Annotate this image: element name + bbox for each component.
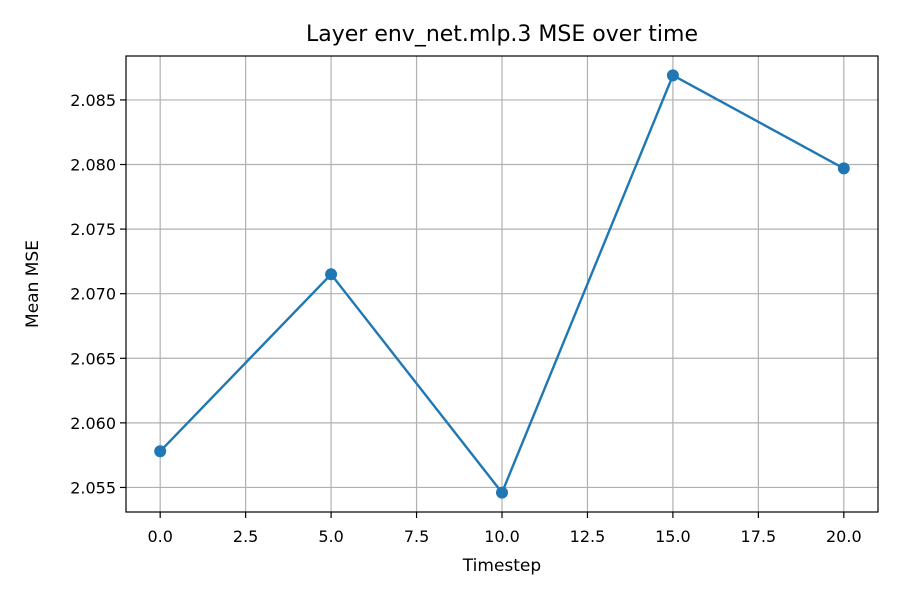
data-point xyxy=(325,268,338,281)
x-tick-label: 2.5 xyxy=(233,527,258,546)
x-tick-label: 15.0 xyxy=(655,527,691,546)
data-point xyxy=(154,445,167,458)
chart-title: Layer env_net.mlp.3 MSE over time xyxy=(306,22,698,47)
x-tick-label: 17.5 xyxy=(741,527,777,546)
x-tick-label: 7.5 xyxy=(404,527,429,546)
y-tick-label: 2.080 xyxy=(70,156,116,175)
y-tick-label: 2.085 xyxy=(70,91,116,110)
x-tick-label: 10.0 xyxy=(484,527,520,546)
y-tick-label: 2.075 xyxy=(70,220,116,239)
y-tick-label: 2.070 xyxy=(70,285,116,304)
x-axis-label: Timestep xyxy=(462,556,541,576)
x-tick-label: 20.0 xyxy=(826,527,862,546)
data-point xyxy=(837,162,850,175)
data-point xyxy=(496,486,508,499)
y-tick-label: 2.055 xyxy=(70,478,116,497)
x-tick-label: 5.0 xyxy=(318,527,343,546)
axis-ticks: 0.0 2.5 5.0 7.5 10.0 12.5 15.0 17.5 20.0 2.055 2.0… xyxy=(70,91,861,546)
x-tick-label: 12.5 xyxy=(570,527,606,546)
series-layer xyxy=(154,69,850,499)
y-axis-label: Mean MSE xyxy=(23,240,43,328)
x-tick-label: 0.0 xyxy=(147,527,172,546)
data-point xyxy=(666,69,679,82)
y-tick-label: 2.060 xyxy=(70,414,116,433)
y-tick-label: 2.065 xyxy=(70,349,116,368)
